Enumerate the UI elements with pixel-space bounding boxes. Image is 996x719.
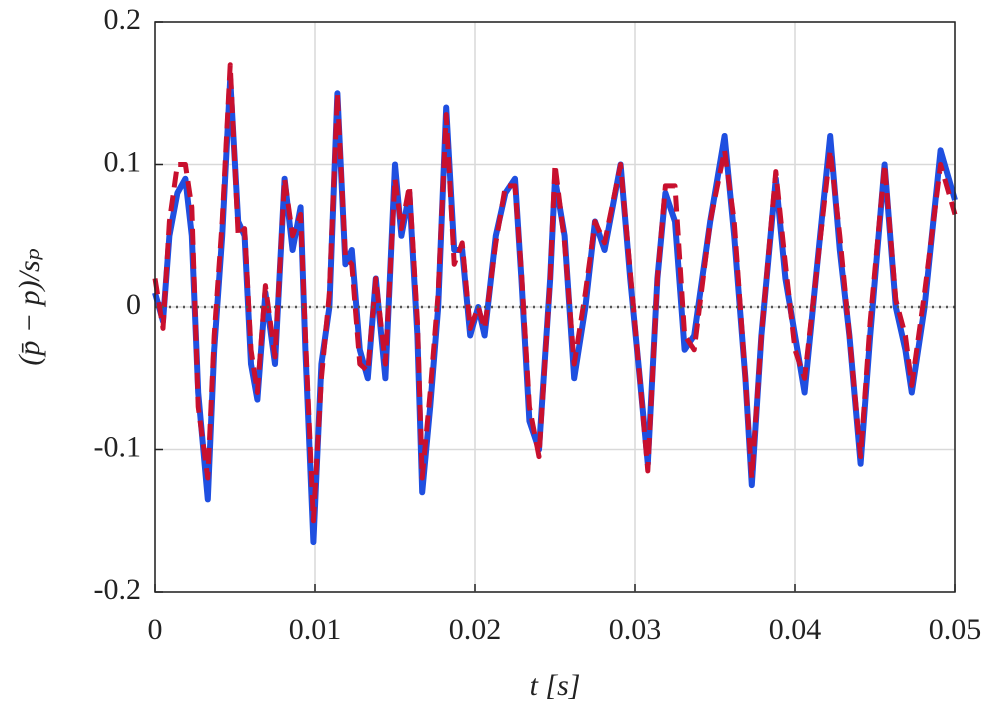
x-tick-label: 0.05 (929, 613, 982, 646)
y-tick-label: -0.1 (94, 430, 142, 463)
x-tick-label: 0.01 (289, 613, 342, 646)
y-tick-label: 0.2 (104, 3, 142, 36)
series-line (152, 76, 958, 546)
y-tick-label: -0.2 (94, 573, 142, 606)
y-tick-label: 0 (126, 288, 141, 321)
x-tick-label: 0.03 (609, 613, 662, 646)
y-tick-label: 0.1 (104, 145, 142, 178)
plot-frame (154, 21, 956, 593)
series-line (152, 62, 958, 524)
y-axis-label: (p̄ − p)/sₚ (13, 248, 46, 365)
x-tick-label: 0.02 (449, 613, 502, 646)
x-tick-label: 0.04 (769, 613, 822, 646)
x-axis-label: t [s] (530, 669, 581, 702)
x-tick-label: 0 (148, 613, 163, 646)
